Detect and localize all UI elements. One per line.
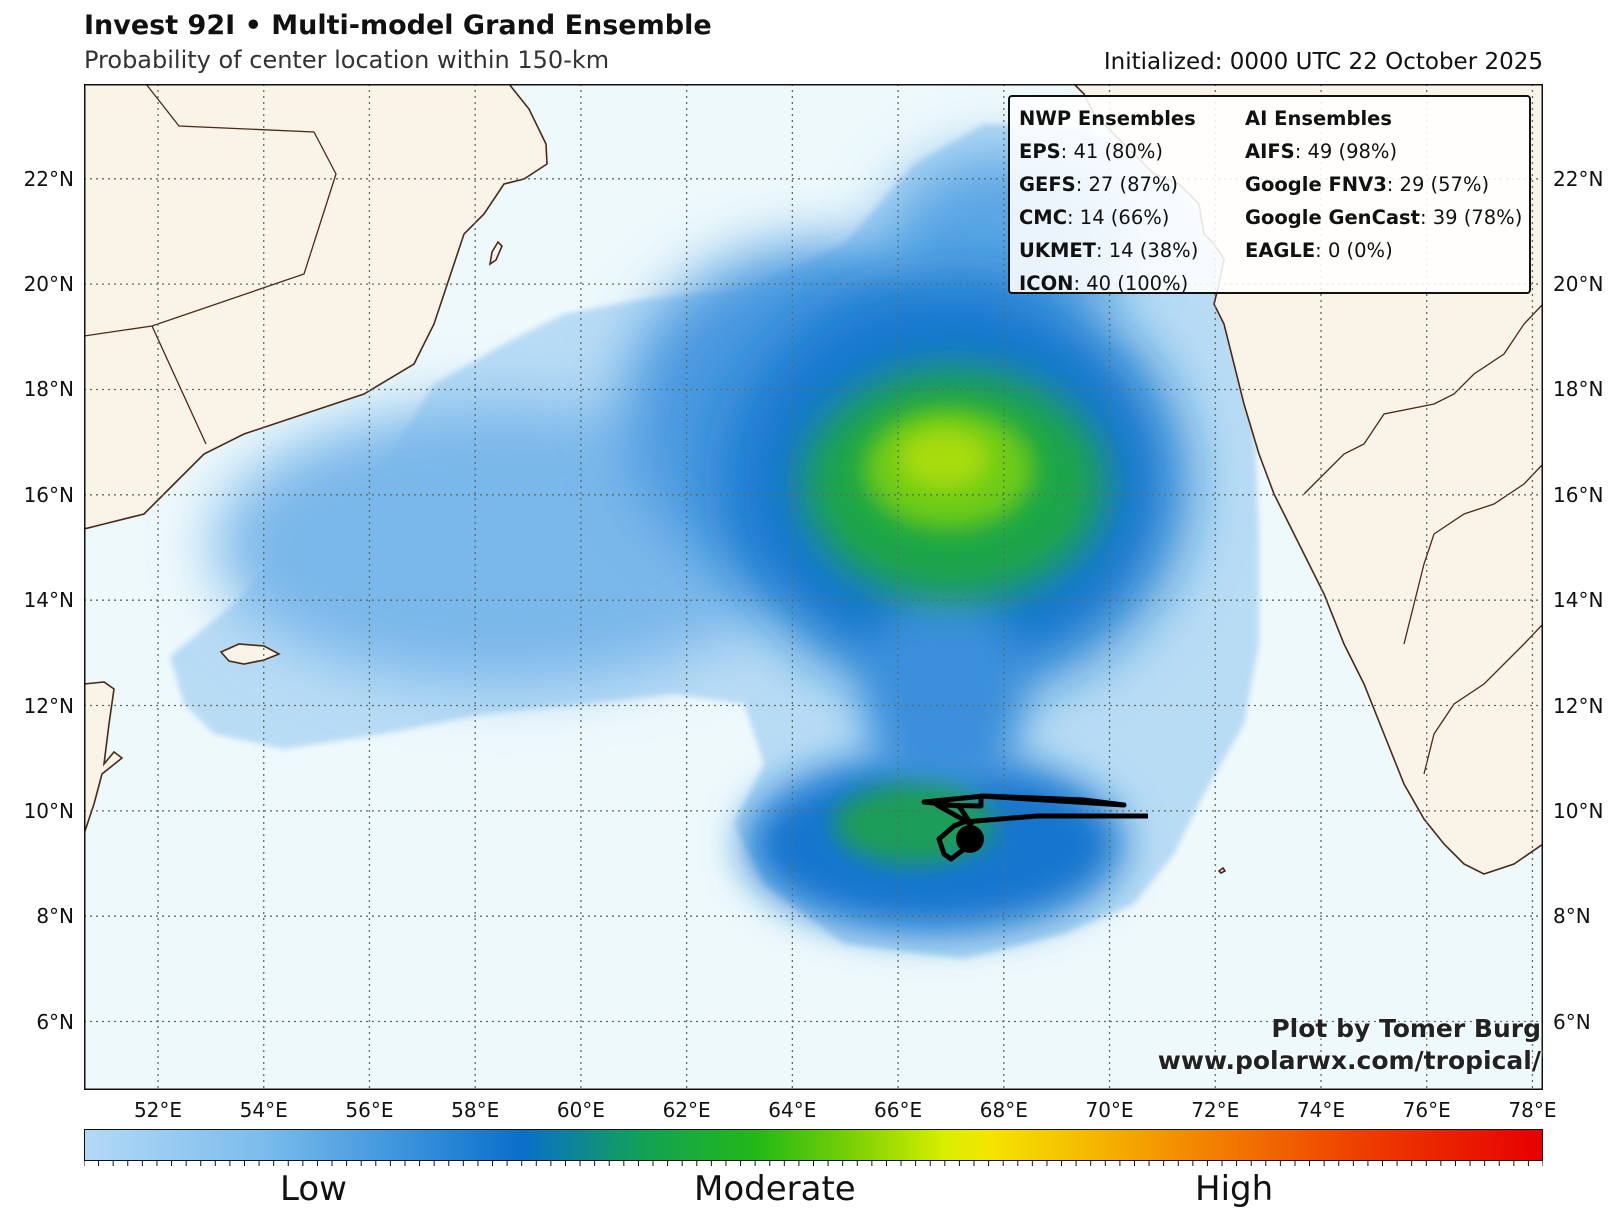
legend-row-google-fnv3: Google FNV3: 29 (57%) [1245,173,1490,196]
ai-ensembles-column: AI Ensembles AIFS: 49 (98%) Google FNV3:… [1245,103,1522,267]
colorbar-ticks [84,1160,1543,1166]
socotra [219,643,281,665]
lon-tick-label: 56°E [345,1098,394,1122]
lat-tick-label-left: 22°N [23,166,74,191]
ensemble-legend: NWP Ensembles EPS: 41 (80%) GEFS: 27 (87… [1008,95,1531,295]
lat-tick-label-left: 8°N [36,904,74,929]
probability-field [170,124,1259,959]
lon-tick-label: 52°E [133,1098,183,1122]
legend-row-cmc: CMC: 14 (66%) [1019,206,1170,229]
chart-title: Invest 92I • Multi-model Grand Ensemble [84,10,712,41]
legend-row-eagle: EAGLE: 0 (0%) [1245,239,1393,262]
chart-subtitle: Probability of center location within 15… [84,46,610,74]
lat-tick-label-right: 20°N [1553,272,1604,297]
lon-tick-label: 70°E [1085,1098,1134,1122]
nwp-ensembles-column: NWP Ensembles EPS: 41 (80%) GEFS: 27 (87… [1019,103,1198,300]
initialized-time: Initialized: 0000 UTC 22 October 2025 [1103,49,1543,75]
lat-tick-label-right: 18°N [1553,377,1604,402]
ai-header: AI Ensembles [1245,107,1392,130]
probability-colorbar [84,1129,1543,1161]
colorbar-label-low: Low [280,1169,347,1209]
lon-tick-label: 68°E [979,1098,1028,1122]
maldives-dot [1217,866,1227,874]
map-frame [84,84,1543,1090]
lon-tick-label: 74°E [1296,1098,1346,1122]
lon-tick-label: 72°E [1191,1098,1240,1122]
legend-row-google-gencast: Google GenCast: 39 (78%) [1245,206,1523,229]
lat-tick-label-left: 16°N [23,482,74,507]
current-position-dot [956,825,984,853]
lon-tick-label: 76°E [1402,1098,1451,1122]
track-line [921,793,1148,862]
colorbar-label-high: High [1195,1169,1274,1209]
colorbar-label-moderate: Moderate [694,1169,856,1209]
prob-core-yellow [899,429,989,489]
lon-tick-label: 58°E [451,1098,500,1122]
lat-tick-label-right: 6°N [1553,1009,1591,1034]
lon-tick-label: 64°E [768,1098,817,1122]
prob-blob-link [864,584,1024,804]
forecast-track [921,793,1148,862]
lat-tick-label-right: 12°N [1553,693,1604,718]
lat-tick-label-left: 10°N [23,798,74,823]
lat-tick-label-left: 20°N [23,272,74,297]
lat-tick-label-left: 12°N [23,693,74,718]
arabian-peninsula [84,84,548,530]
legend-row-aifs: AIFS: 49 (98%) [1245,140,1398,163]
legend-row-ukmet: UKMET: 14 (38%) [1019,239,1199,262]
lon-tick-label: 78°E [1508,1098,1557,1122]
lat-tick-label-right: 10°N [1553,798,1604,823]
horn-of-africa [84,681,124,835]
lat-tick-label-right: 14°N [1553,588,1604,613]
lat-tick-label-right: 8°N [1553,904,1591,929]
lat-tick-label-right: 16°N [1553,482,1604,507]
credit-author: Plot by Tomer Burg [1271,1014,1541,1043]
lat-tick-label-left: 18°N [23,377,74,402]
legend-row-eps: EPS: 41 (80%) [1019,140,1164,163]
borders [84,84,1543,775]
lon-tick-label: 54°E [239,1098,288,1122]
lat-tick-label-right: 22°N [1553,166,1604,191]
legend-row-gefs: GEFS: 27 (87%) [1019,173,1179,196]
masirah-island [488,240,503,266]
nwp-header: NWP Ensembles [1019,107,1196,130]
lon-tick-label: 60°E [556,1098,605,1122]
lat-tick-label-left: 6°N [36,1009,74,1034]
lat-tick-label-left: 14°N [23,588,74,613]
lon-tick-label: 66°E [874,1098,923,1122]
lon-tick-label: 62°E [662,1098,711,1122]
credit-url[interactable]: www.polarwx.com/tropical/ [1157,1046,1541,1075]
legend-row-icon: ICON: 40 (100%) [1019,272,1189,295]
